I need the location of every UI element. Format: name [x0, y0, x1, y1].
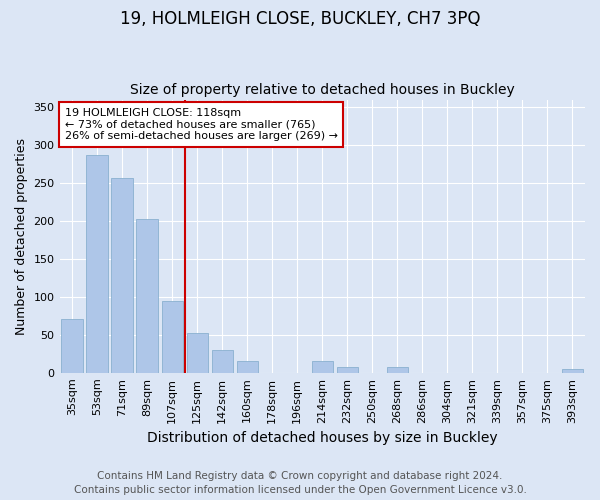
Y-axis label: Number of detached properties: Number of detached properties	[15, 138, 28, 334]
Bar	[161, 300, 183, 373]
Text: 19 HOLMLEIGH CLOSE: 118sqm
← 73% of detached houses are smaller (765)
26% of sem: 19 HOLMLEIGH CLOSE: 118sqm ← 73% of deta…	[65, 108, 338, 141]
Bar	[236, 362, 258, 373]
Text: 19, HOLMLEIGH CLOSE, BUCKLEY, CH7 3PQ: 19, HOLMLEIGH CLOSE, BUCKLEY, CH7 3PQ	[120, 10, 480, 28]
Text: Contains HM Land Registry data © Crown copyright and database right 2024.
Contai: Contains HM Land Registry data © Crown c…	[74, 471, 526, 495]
Bar	[562, 369, 583, 373]
Title: Size of property relative to detached houses in Buckley: Size of property relative to detached ho…	[130, 83, 515, 97]
Bar	[212, 350, 233, 373]
Bar	[187, 334, 208, 373]
X-axis label: Distribution of detached houses by size in Buckley: Distribution of detached houses by size …	[147, 431, 497, 445]
Bar	[112, 178, 133, 373]
Bar	[86, 155, 108, 373]
Bar	[61, 319, 83, 373]
Bar	[311, 362, 333, 373]
Bar	[387, 366, 408, 373]
Bar	[136, 218, 158, 373]
Bar	[337, 366, 358, 373]
